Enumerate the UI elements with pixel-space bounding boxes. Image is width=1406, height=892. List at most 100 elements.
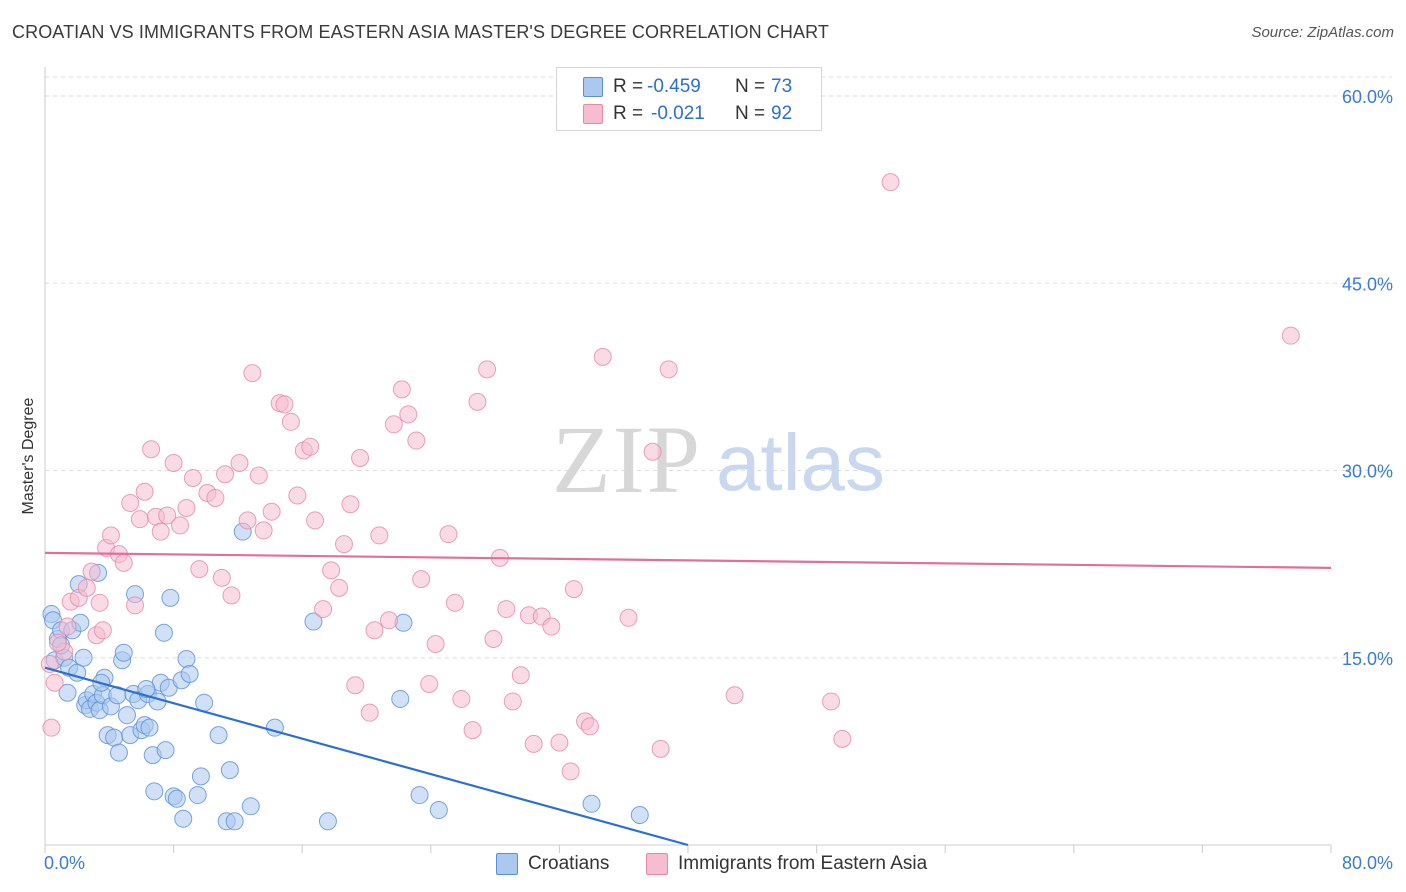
- croatians-point: [154, 623, 173, 642]
- croatians-point: [109, 743, 128, 762]
- eastern-asia-point: [725, 686, 744, 705]
- eastern-asia-point: [412, 570, 431, 589]
- eastern-asia-point: [190, 560, 209, 579]
- eastern-asia-point: [48, 633, 67, 652]
- eastern-asia-point: [833, 729, 852, 748]
- eastern-asia-point: [212, 568, 231, 587]
- watermark: ZIP atlas: [552, 406, 885, 513]
- eastern-asia-point: [130, 510, 149, 529]
- eastern-asia-point: [301, 437, 320, 456]
- eastern-asia-point: [542, 617, 561, 636]
- y-tick-label: 45.0%: [1342, 274, 1393, 294]
- croatians-point: [137, 679, 156, 698]
- legend-n-label: N =: [735, 103, 766, 124]
- bottom-legend-label: Croatians: [528, 853, 610, 874]
- eastern-asia-point: [407, 431, 426, 450]
- croatians-point: [117, 706, 136, 725]
- legend-swatch-eastern-asia: [583, 104, 603, 124]
- legend-r-label: R =: [613, 76, 644, 97]
- eastern-asia-point: [135, 482, 154, 501]
- eastern-asia-point: [503, 692, 522, 711]
- croatians-point: [582, 794, 601, 813]
- eastern-asia-point: [445, 593, 464, 612]
- eastern-asia-point: [478, 360, 497, 379]
- eastern-asia-point: [114, 553, 133, 572]
- croatians-point: [188, 786, 207, 805]
- legend-r-value: -0.459: [647, 76, 701, 97]
- eastern-asia-point: [580, 717, 599, 736]
- eastern-asia-point: [90, 593, 109, 612]
- croatians-point: [74, 648, 93, 667]
- eastern-asia-point: [230, 454, 249, 473]
- eastern-asia-point: [1281, 326, 1300, 345]
- eastern-asia-point: [322, 561, 341, 580]
- croatians-point: [429, 801, 448, 820]
- bottom-legend-label: Immigrants from Eastern Asia: [678, 853, 928, 874]
- eastern-asia-point: [463, 721, 482, 740]
- eastern-asia-point: [399, 405, 418, 424]
- croatians-point: [209, 726, 228, 745]
- eastern-asia-point: [643, 442, 662, 461]
- eastern-asia-point: [334, 535, 353, 554]
- eastern-asia-point: [101, 526, 120, 545]
- eastern-asia-point: [121, 493, 140, 512]
- eastern-asia-point: [330, 578, 349, 597]
- eastern-asia-point: [82, 562, 101, 581]
- y-tick-label: 30.0%: [1342, 462, 1393, 482]
- eastern-asia-trend-line: [44, 551, 1332, 569]
- eastern-asia-point: [314, 600, 333, 619]
- eastern-asia-point: [822, 692, 841, 711]
- bottom-legend-swatch-croatians: [496, 853, 518, 875]
- croatians-point: [220, 761, 239, 780]
- legend-n-label: N =: [735, 76, 766, 97]
- eastern-asia-point: [77, 578, 96, 597]
- legend-swatch-croatians: [583, 77, 603, 97]
- eastern-asia-point: [370, 526, 389, 545]
- eastern-asia-point: [497, 600, 516, 619]
- eastern-asia-point: [564, 580, 583, 599]
- watermark-atlas: atlas: [716, 418, 885, 507]
- eastern-asia-point: [243, 364, 262, 383]
- eastern-asia-point: [365, 621, 384, 640]
- eastern-asia-point: [392, 380, 411, 399]
- eastern-asia-point: [158, 506, 177, 525]
- croatians-point: [391, 689, 410, 708]
- croatians-point: [156, 741, 175, 760]
- x-tick-label-start: 0.0%: [44, 853, 85, 873]
- eastern-asia-point: [346, 676, 365, 695]
- croatians-trend-line: [44, 666, 689, 847]
- y-axis-label: Master's Degree: [20, 397, 37, 514]
- eastern-asia-point: [288, 486, 307, 505]
- eastern-asia-point: [420, 674, 439, 693]
- croatians-point: [225, 812, 244, 831]
- eastern-asia-point: [249, 466, 268, 485]
- croatians-point: [167, 789, 186, 808]
- croatians-point: [318, 812, 337, 831]
- eastern-asia-point: [351, 449, 370, 468]
- eastern-asia-point: [511, 666, 530, 685]
- croatians-point: [161, 588, 180, 607]
- eastern-asia-point: [238, 511, 257, 530]
- eastern-asia-point: [561, 762, 580, 781]
- y-tick-label: 60.0%: [1342, 87, 1393, 107]
- eastern-asia-point: [484, 630, 503, 649]
- croatians-point: [241, 797, 260, 816]
- eastern-asia-point: [380, 611, 399, 630]
- eastern-asia-point: [164, 454, 183, 473]
- eastern-asia-point: [651, 739, 670, 758]
- eastern-asia-point: [426, 635, 445, 654]
- eastern-asia-point: [384, 415, 403, 434]
- eastern-asia-point: [254, 521, 273, 540]
- eastern-asia-point: [881, 173, 900, 192]
- chart-title: CROATIAN VS IMMIGRANTS FROM EASTERN ASIA…: [12, 22, 829, 42]
- croatians-point: [114, 643, 133, 662]
- eastern-asia-point: [281, 412, 300, 431]
- eastern-asia-point: [550, 733, 569, 752]
- source-label: Source: ZipAtlas.com: [1251, 24, 1394, 41]
- eastern-asia-point: [216, 465, 235, 484]
- eastern-asia-point: [306, 511, 325, 530]
- croatians-point: [304, 612, 323, 631]
- croatians-point: [140, 718, 159, 737]
- eastern-asia-point: [93, 621, 112, 640]
